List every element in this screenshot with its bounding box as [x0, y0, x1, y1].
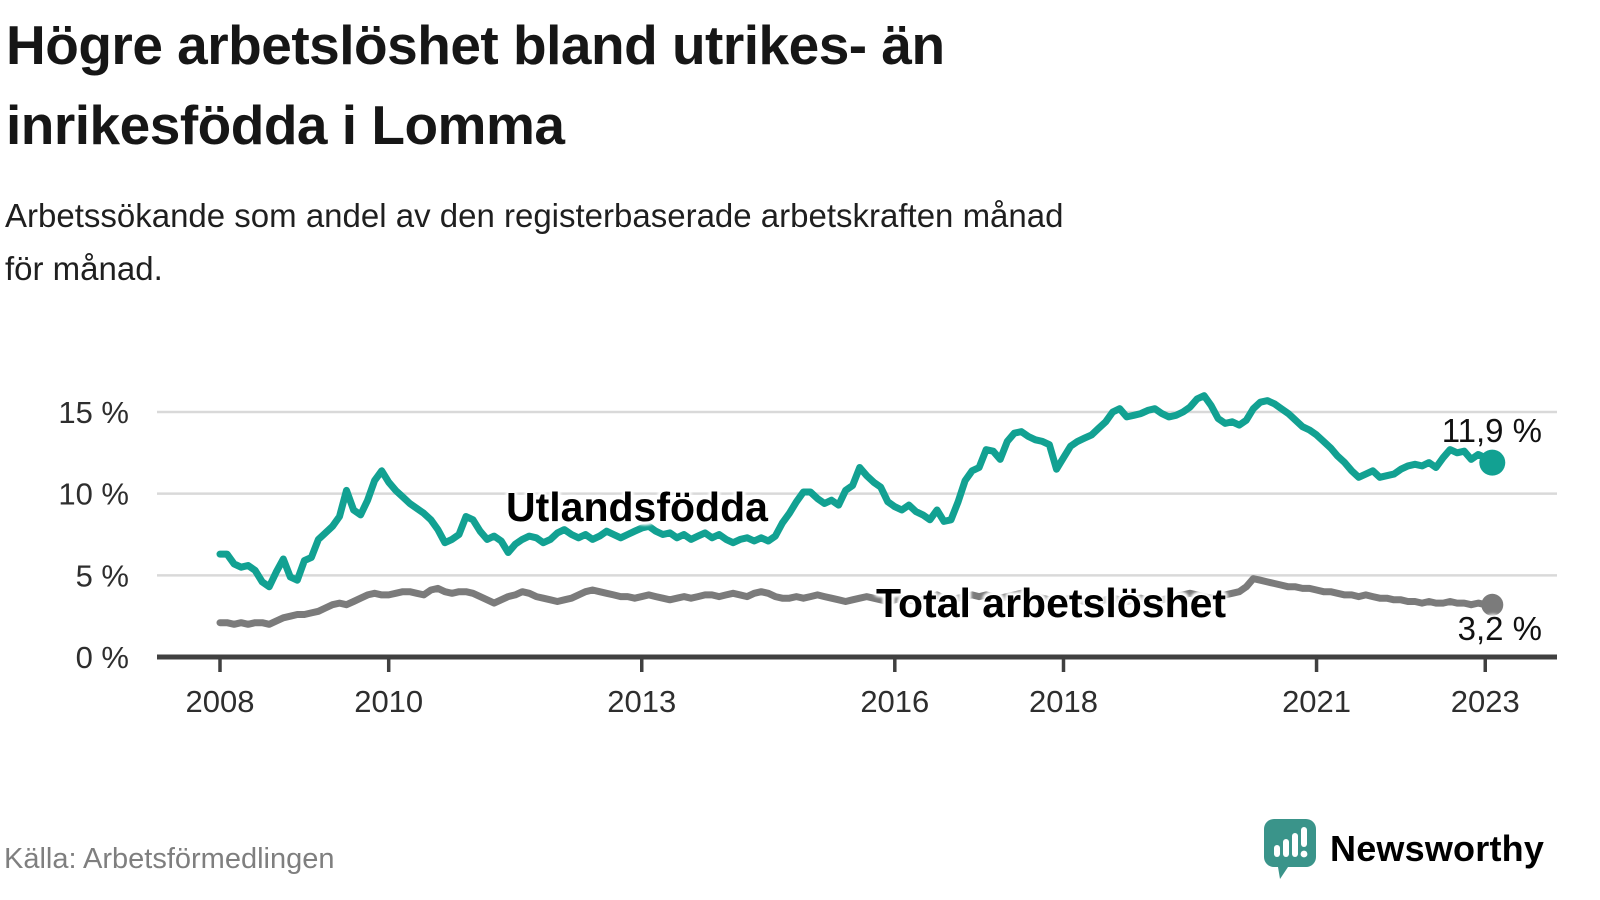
page-subtitle: Arbetssökande som andel av den registerb…	[5, 197, 1064, 287]
x-axis-tick-label: 2021	[1282, 684, 1351, 719]
x-axis-tick-label: 2008	[186, 684, 255, 719]
y-axis-tick-label: 10 %	[58, 477, 129, 512]
newsworthy-logo-text: Newsworthy	[1330, 828, 1545, 869]
x-axis-tick-label: 2023	[1451, 684, 1520, 719]
logo-exclamation-dot	[1300, 850, 1308, 858]
y-axis-tick-label: 15 %	[58, 395, 129, 430]
end-point-marker	[1481, 593, 1504, 616]
newsworthy-logo-icon	[1264, 819, 1316, 879]
series-label-utlandsfodda: Utlandsfödda	[506, 484, 768, 530]
logo-exclamation-bar	[1301, 827, 1307, 847]
logo-bar-medium	[1283, 839, 1289, 857]
end-point-marker	[1479, 449, 1506, 476]
series-line-total-arbetsl-shet	[216, 575, 1496, 628]
y-axis-tick-label: 5 %	[76, 558, 129, 593]
end-value-utlandsfodda: 11,9 %	[1441, 412, 1542, 449]
page-title: Högre arbetslöshet bland utrikes- än inr…	[6, 14, 945, 156]
logo-bar-small	[1274, 845, 1280, 857]
x-axis-tick-label: 2016	[860, 684, 929, 719]
x-axis-tick-label: 2010	[354, 684, 423, 719]
x-axis-tick-label: 2018	[1029, 684, 1098, 719]
end-value-total: 3,2 %	[1457, 610, 1542, 647]
series-label-total-arbetsloshet: Total arbetslöshet	[876, 580, 1227, 626]
x-axis-tick-label: 2013	[607, 684, 676, 719]
logo-bar-large	[1292, 833, 1298, 857]
logo-bubble	[1264, 819, 1316, 879]
series-line-utlandsf-dda	[216, 392, 1496, 591]
newsworthy-logo: Newsworthy	[1263, 818, 1544, 880]
source-note: Källa: Arbetsförmedlingen	[4, 843, 335, 875]
y-axis-tick-label: 0 %	[76, 640, 129, 675]
